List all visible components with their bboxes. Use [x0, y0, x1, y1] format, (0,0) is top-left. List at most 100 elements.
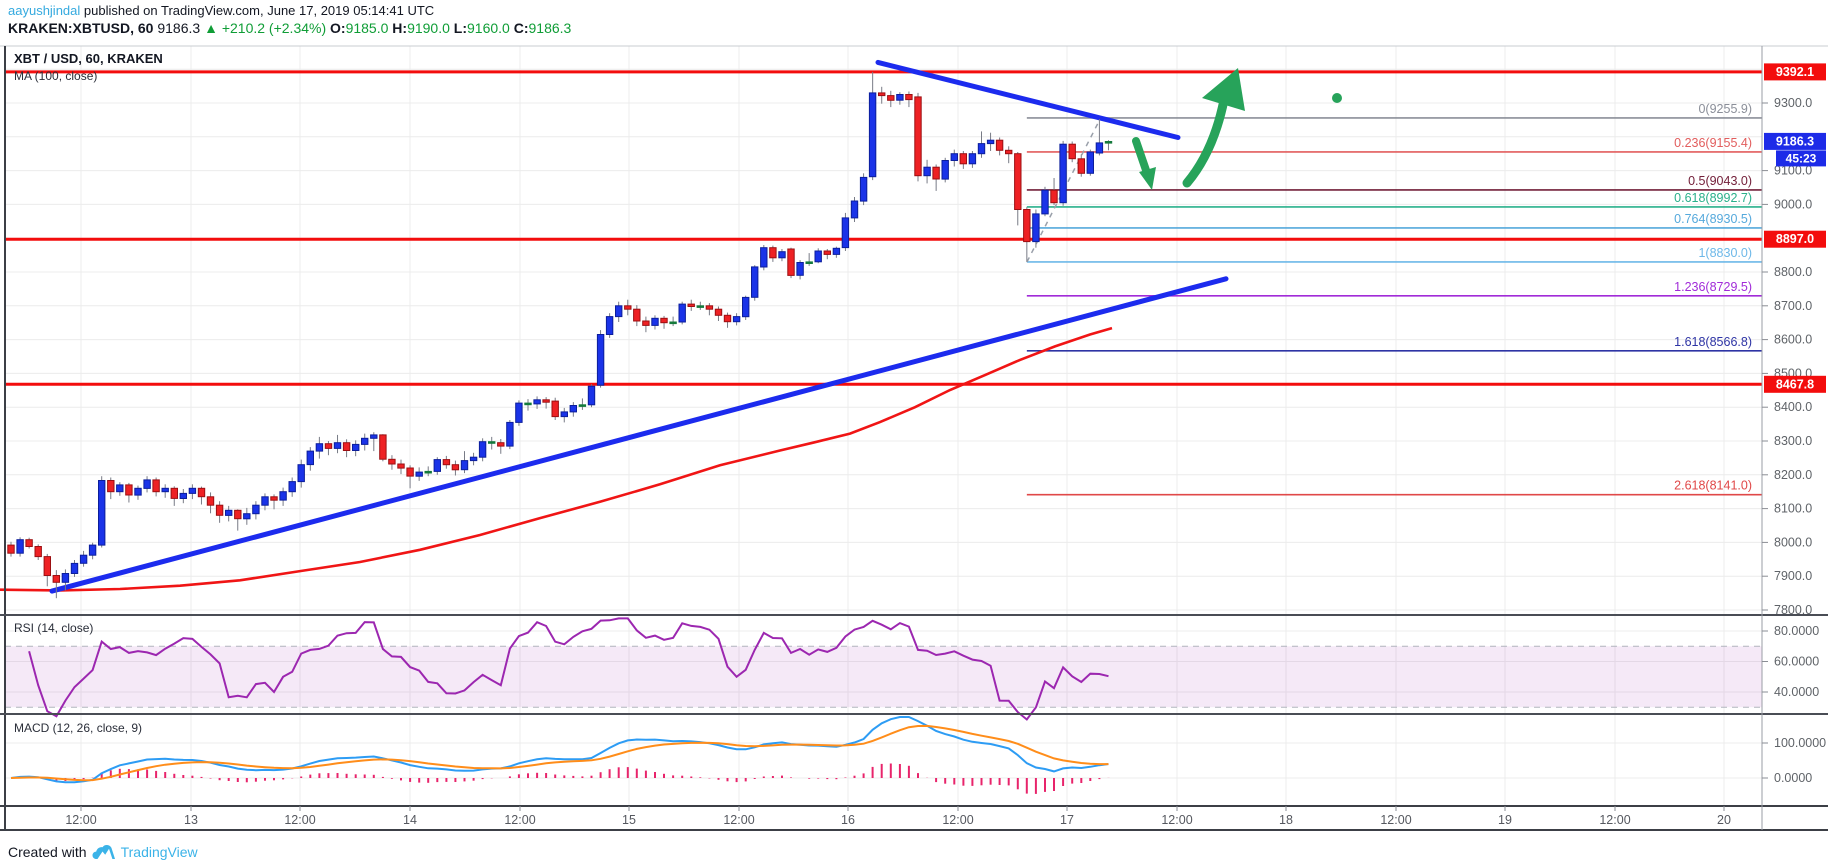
candle	[669, 316, 677, 327]
candle	[1041, 186, 1049, 217]
price-tick-label: 9100.0	[1774, 164, 1812, 178]
candle	[814, 248, 822, 264]
candle	[1032, 209, 1040, 248]
open-label: O:	[330, 20, 346, 36]
candle	[488, 436, 496, 450]
fib-level-label: 1.236(8729.5)	[1674, 280, 1752, 294]
price-tick-label: 7800.0	[1774, 603, 1812, 617]
time-tick-label: 13	[184, 813, 198, 827]
candle	[361, 433, 369, 451]
candle	[587, 384, 596, 408]
time-tick-label: 12:00	[65, 813, 96, 827]
candle	[225, 505, 233, 522]
candle	[506, 420, 514, 450]
candle	[397, 459, 405, 475]
candle	[388, 455, 396, 470]
candle	[442, 455, 451, 469]
candle	[161, 484, 169, 498]
candle	[950, 149, 958, 167]
candle	[279, 487, 287, 506]
candle	[959, 151, 967, 169]
big-up-arrow[interactable]	[1182, 68, 1245, 188]
candle	[651, 315, 659, 330]
candle	[769, 245, 777, 262]
macd-tick-label: 100.0000	[1774, 736, 1826, 750]
fib-level-label: 2.618(8141.0)	[1674, 479, 1752, 493]
svg-text:8897.0: 8897.0	[1776, 232, 1814, 246]
candle	[977, 131, 986, 158]
price-tick-label: 8100.0	[1774, 502, 1812, 516]
svg-text:9392.1: 9392.1	[1776, 65, 1814, 79]
candle	[333, 434, 342, 454]
candle	[968, 151, 977, 168]
time-tick-label: 18	[1279, 813, 1293, 827]
candle	[859, 173, 868, 206]
candle	[188, 484, 197, 500]
time-tick-label: 12:00	[504, 813, 535, 827]
trend-line[interactable]	[875, 59, 1181, 140]
price-tick-label: 8400.0	[1774, 400, 1812, 414]
trend-line[interactable]	[49, 276, 1229, 594]
candle	[615, 301, 623, 322]
author-link[interactable]: aayushjindal	[8, 3, 81, 18]
candle	[660, 315, 668, 329]
candle	[941, 157, 949, 183]
candle	[723, 312, 732, 328]
fib-level-label: 0.5(9043.0)	[1688, 174, 1752, 188]
candle	[88, 542, 97, 560]
fib-level-label: 1(8830.0)	[1698, 246, 1752, 260]
candle	[642, 316, 650, 333]
price-tick-label: 7900.0	[1774, 569, 1812, 583]
time-tick-label: 17	[1060, 813, 1074, 827]
candle	[152, 477, 160, 497]
up-triangle-icon: ▲	[204, 20, 218, 36]
candle	[1023, 207, 1031, 262]
candle	[878, 86, 886, 104]
price-badge-8467.8: 8467.8	[1764, 375, 1826, 393]
time-tick-label: 14	[403, 813, 417, 827]
price-tick-label: 8800.0	[1774, 265, 1812, 279]
candle	[34, 544, 42, 560]
ma100-line[interactable]	[0, 326, 1113, 592]
candle	[551, 397, 559, 420]
candle	[823, 249, 831, 260]
candle	[478, 438, 487, 462]
svg-text:8467.8: 8467.8	[1776, 377, 1814, 391]
candle	[1068, 141, 1076, 163]
candle	[469, 452, 478, 466]
candle	[524, 399, 532, 411]
candle	[533, 396, 541, 409]
small-down-arrow[interactable]	[1132, 137, 1156, 190]
time-tick-label: 12:00	[1380, 813, 1411, 827]
price-tick-label: 9000.0	[1774, 197, 1812, 211]
time-tick-label: 20	[1717, 813, 1731, 827]
candle	[215, 501, 224, 523]
countdown-badge: 45:23	[1776, 150, 1826, 167]
candle	[134, 485, 142, 500]
candle	[252, 501, 260, 520]
fib-level-label: 0(9255.9)	[1698, 102, 1752, 116]
ma-study-label: MA (100, close)	[14, 69, 98, 83]
tradingview-brand-link[interactable]: TradingView	[120, 844, 198, 860]
candle	[832, 246, 841, 258]
candle	[1059, 140, 1067, 206]
candle	[270, 494, 278, 510]
candle	[234, 509, 242, 531]
rsi-tick-label: 60.0000	[1774, 655, 1819, 669]
candle	[179, 489, 188, 504]
candle	[687, 299, 695, 311]
candle	[116, 482, 124, 496]
close-label: C:	[513, 20, 529, 36]
time-tick-label: 12:00	[942, 813, 973, 827]
candle	[379, 434, 387, 462]
candle	[624, 299, 632, 316]
candle	[868, 71, 877, 181]
macd-signal-line	[10, 724, 1109, 782]
candle	[107, 477, 115, 500]
candle	[515, 400, 523, 426]
svg-text:9186.3: 9186.3	[1776, 134, 1814, 148]
candle	[170, 486, 179, 506]
candle	[415, 467, 423, 481]
price-tick-label: 8700.0	[1774, 299, 1812, 313]
